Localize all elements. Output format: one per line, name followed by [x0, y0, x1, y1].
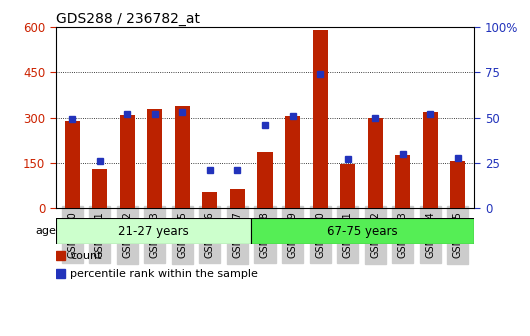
Bar — [120, 115, 135, 208]
Bar — [313, 30, 328, 208]
Text: 21-27 years: 21-27 years — [118, 224, 189, 238]
Bar — [258, 153, 272, 208]
Bar — [423, 112, 438, 208]
Text: count: count — [70, 251, 102, 261]
Bar — [56, 269, 65, 278]
Bar — [202, 192, 217, 208]
Bar — [56, 218, 251, 244]
Text: percentile rank within the sample: percentile rank within the sample — [70, 269, 258, 279]
Bar — [340, 164, 355, 208]
Bar — [147, 109, 162, 208]
Bar — [450, 161, 465, 208]
Bar — [230, 189, 245, 208]
Bar — [65, 121, 80, 208]
Text: age: age — [35, 226, 56, 236]
Bar — [56, 251, 65, 260]
Text: GDS288 / 236782_at: GDS288 / 236782_at — [56, 12, 200, 26]
Bar — [368, 118, 383, 208]
Text: 67-75 years: 67-75 years — [328, 224, 398, 238]
Bar — [285, 116, 300, 208]
Bar — [92, 169, 107, 208]
Bar — [175, 106, 190, 208]
Bar — [251, 218, 474, 244]
Bar — [395, 155, 410, 208]
